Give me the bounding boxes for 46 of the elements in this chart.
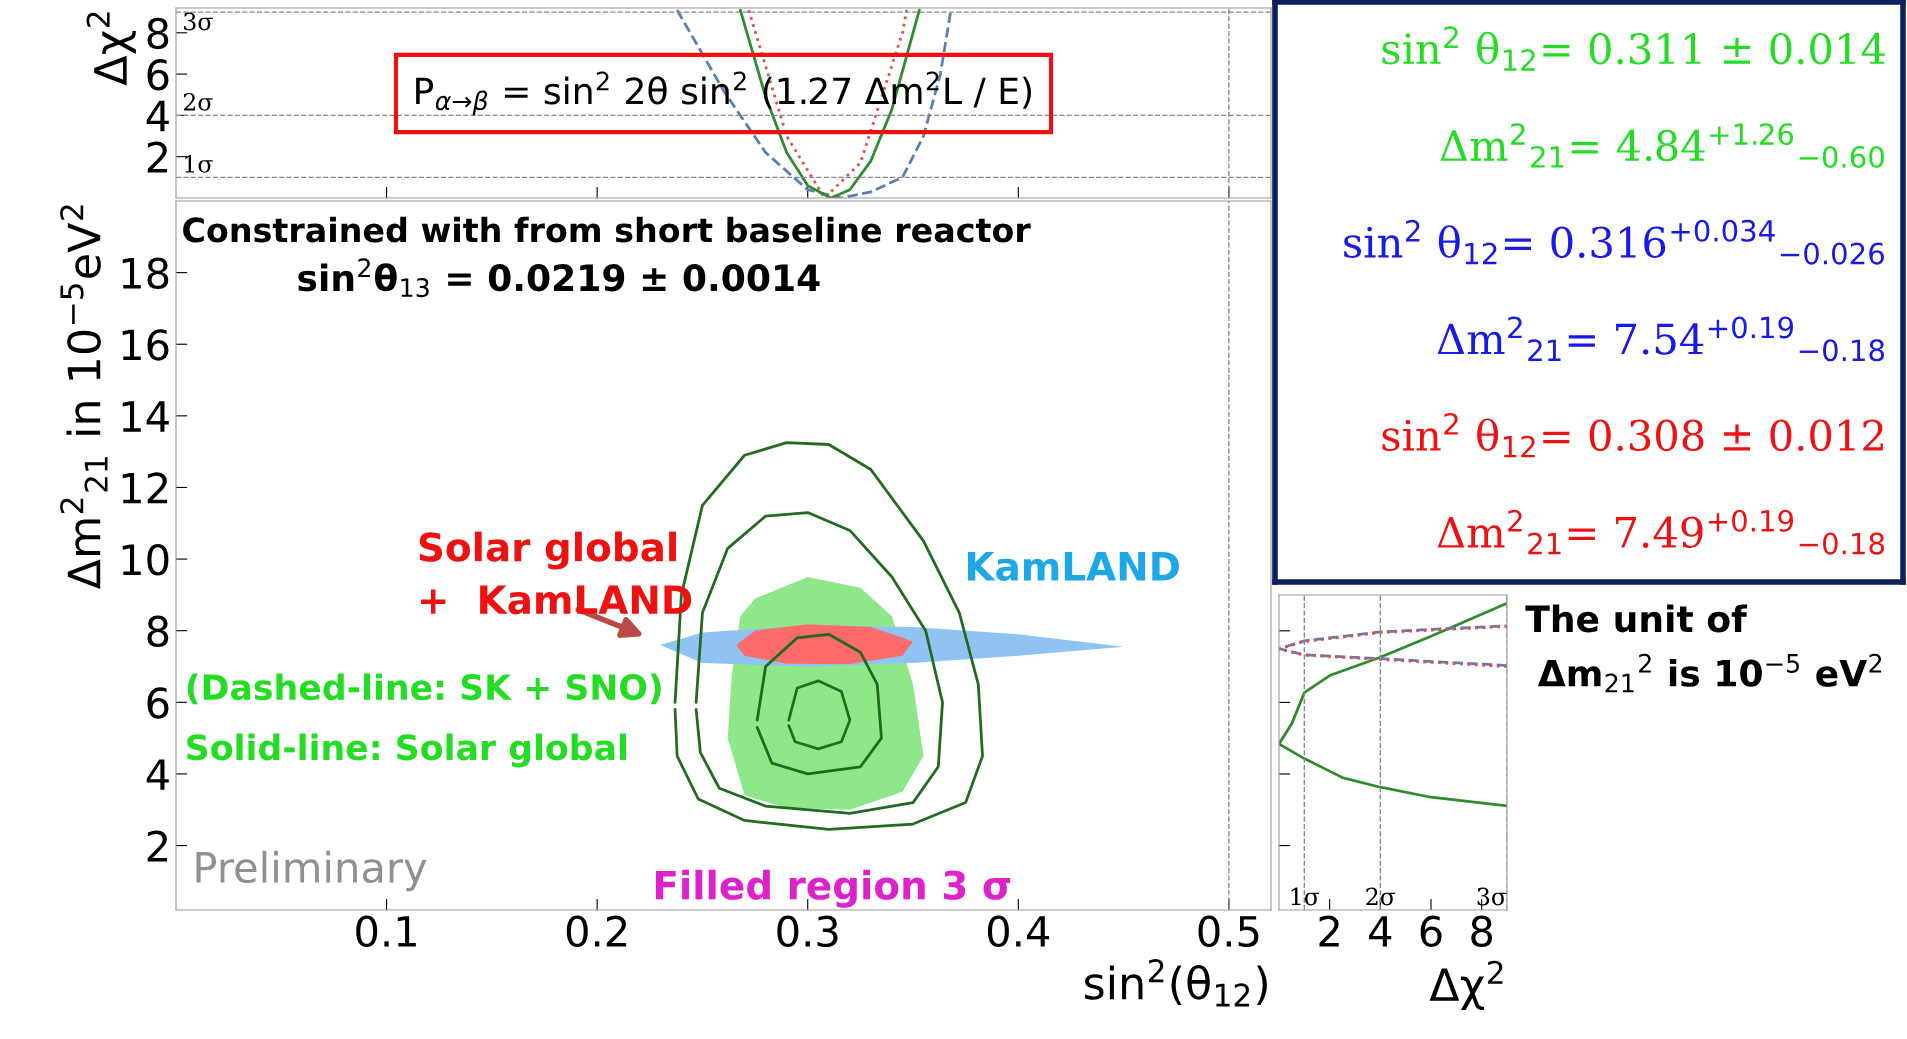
text: Δm$^{2}$$_{21}$= 7.54$^{+0.19}$$_{−0.18}$ [1437,316,1885,362]
y-tick-label: 4 [146,759,169,790]
y-tick-label: 8 [147,615,169,648]
annotation: (Dashed-line: SK + SNO) [187,673,661,705]
annotation: Filled region 3 σ [655,869,1011,908]
y-axis-title: Δχ$^{2}$ [86,12,136,86]
annotation: Solid-line: Solar global [187,733,627,768]
text: sin$^{2}$ θ$_{12}$= 0.308 ± 0.012 [1382,412,1883,458]
y-tick-label: 10 [122,543,169,576]
y-tick-label: 8 [147,17,169,50]
ref-line-label: 2σ [1366,887,1396,906]
x-tick-label: 0.2 [566,915,627,948]
x-tick-label: 8 [1471,915,1493,948]
y-tick-label: 6 [147,58,169,91]
text: sin$^{2}$ θ$_{12}$= 0.311 ± 0.014 [1382,26,1885,71]
ref-line-label: 1σ [1291,887,1320,906]
y-tick-label: 4 [146,100,169,132]
ref-line-label: 3σ [1477,887,1507,906]
x-axis-title: sin$^{2}$(θ$_{12}$) [1084,959,1267,1007]
y-tick-label: 16 [122,329,169,361]
ref-line-label: 1σ [185,154,213,173]
y-tick-label: 6 [147,687,169,719]
text: sin$^{2}$ θ$_{12}$= 0.316$^{+0.034}$$_{−0.026}$ [1344,219,1884,265]
text: Δm$^{2}$$_{21}$= 7.49$^{+0.19}$$_{−0.18}$ [1437,509,1885,555]
text: Δm$^{2}$$_{21}$= 4.84$^{+1.26}$$_{−0.60}$ [1440,123,1884,168]
x-tick-label: 0.4 [987,915,1050,948]
annotation: Constrained with from short baseline reactor [183,216,1031,243]
y-tick-label: 18 [122,257,169,290]
y-tick-label: 12 [122,472,167,504]
text: The unit of Δm$_{21}$$^{2}$ is 10$^{−5}$ eV$^{2}$ [1525,604,1882,693]
y-tick-label: 2 [147,141,167,173]
ref-line-label: 2σ [183,92,213,111]
x-tick-label: 0.5 [1198,915,1259,948]
y-tick-label: 14 [122,401,169,432]
annotation: sin$^{2}$θ$_{13}$ = 0.0219 ± 0.0014 [298,258,820,298]
x-tick-label: 0.1 [356,915,416,948]
annotation: Preliminary [196,850,427,892]
x-tick-label: 0.3 [777,915,838,948]
annotation: KamLAND [967,552,1179,581]
x-tick-label: 6 [1420,915,1442,948]
x-tick-label: 2 [1319,915,1339,947]
ref-line-label: 3σ [184,12,213,31]
x-tick-label: 4 [1369,916,1392,947]
y-tick-label: 2 [147,830,167,862]
y-axis-title: Δm$^{2}$$_{21}$ in 10$^{−5}$eV$^{2}$ [60,205,108,590]
x-axis-title: Δχ$^{2}$ [1429,960,1503,1011]
